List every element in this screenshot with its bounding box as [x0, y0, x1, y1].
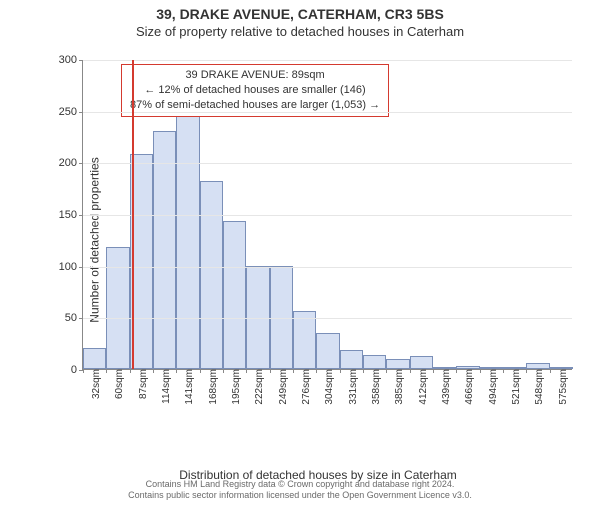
- gridline-h: [83, 112, 572, 113]
- xtick-mark: [246, 369, 247, 373]
- gridline-h: [83, 60, 572, 61]
- xtick-mark: [83, 369, 84, 373]
- plot-area: 39 DRAKE AVENUE: 89sqm ← 12% of detached…: [82, 60, 572, 370]
- xtick-mark: [293, 369, 294, 373]
- xtick-mark: [200, 369, 201, 373]
- bar: [386, 359, 409, 369]
- footer: Contains HM Land Registry data © Crown c…: [0, 479, 600, 502]
- ytick-label: 250: [59, 106, 83, 118]
- xtick-label: 276sqm: [297, 369, 312, 405]
- xtick-mark: [153, 369, 154, 373]
- annotation-line3: 87% of semi-detached houses are larger (…: [130, 98, 380, 113]
- gridline-h: [83, 267, 572, 268]
- bar: [246, 266, 269, 369]
- bar: [363, 355, 386, 369]
- xtick-label: 385sqm: [390, 369, 405, 405]
- ytick-label: 200: [59, 157, 83, 169]
- xtick-mark: [176, 369, 177, 373]
- page-title: 39, DRAKE AVENUE, CATERHAM, CR3 5BS: [0, 6, 600, 22]
- annotation-box: 39 DRAKE AVENUE: 89sqm ← 12% of detached…: [121, 64, 389, 117]
- gridline-h: [83, 318, 572, 319]
- bar: [106, 247, 129, 369]
- xtick-mark: [223, 369, 224, 373]
- xtick-mark: [550, 369, 551, 373]
- xtick-mark: [270, 369, 271, 373]
- xtick-label: 358sqm: [367, 369, 382, 405]
- bar: [293, 311, 316, 369]
- xtick-label: 60sqm: [110, 369, 125, 399]
- xtick-mark: [106, 369, 107, 373]
- marker-line: [132, 60, 134, 369]
- xtick-mark: [526, 369, 527, 373]
- xtick-label: 494sqm: [484, 369, 499, 405]
- page-subtitle: Size of property relative to detached ho…: [0, 24, 600, 39]
- xtick-label: 521sqm: [507, 369, 522, 405]
- ytick-label: 50: [65, 312, 83, 324]
- bar: [316, 333, 339, 369]
- bar: [410, 356, 433, 369]
- xtick-mark: [410, 369, 411, 373]
- bar: [83, 348, 106, 369]
- xtick-label: 304sqm: [320, 369, 335, 405]
- xtick-label: 439sqm: [437, 369, 452, 405]
- histogram-chart: Number of detached properties 39 DRAKE A…: [58, 54, 578, 426]
- bar: [340, 350, 363, 369]
- ytick-label: 300: [59, 54, 83, 66]
- xtick-mark: [386, 369, 387, 373]
- xtick-label: 575sqm: [554, 369, 569, 405]
- ytick-label: 100: [59, 261, 83, 273]
- bar: [270, 266, 293, 369]
- xtick-label: 32sqm: [87, 369, 102, 399]
- bar: [223, 221, 246, 369]
- annotation-line1: 39 DRAKE AVENUE: 89sqm: [130, 68, 380, 83]
- xtick-label: 222sqm: [250, 369, 265, 405]
- xtick-label: 412sqm: [414, 369, 429, 405]
- xtick-label: 141sqm: [180, 369, 195, 405]
- xtick-mark: [130, 369, 131, 373]
- xtick-label: 331sqm: [344, 369, 359, 405]
- bar: [176, 113, 199, 369]
- bar: [200, 181, 223, 369]
- xtick-mark: [316, 369, 317, 373]
- ytick-label: 0: [71, 364, 83, 376]
- xtick-mark: [456, 369, 457, 373]
- xtick-label: 168sqm: [204, 369, 219, 405]
- xtick-mark: [480, 369, 481, 373]
- footer-line1: Contains HM Land Registry data © Crown c…: [0, 479, 600, 491]
- xtick-mark: [503, 369, 504, 373]
- xtick-mark: [340, 369, 341, 373]
- xtick-label: 114sqm: [157, 369, 172, 404]
- annotation-line2: ← 12% of detached houses are smaller (14…: [130, 83, 380, 98]
- xtick-mark: [363, 369, 364, 373]
- ytick-label: 150: [59, 209, 83, 221]
- xtick-label: 548sqm: [530, 369, 545, 405]
- bar: [153, 131, 176, 369]
- footer-line2: Contains public sector information licen…: [0, 490, 600, 502]
- xtick-label: 195sqm: [227, 369, 242, 405]
- xtick-label: 249sqm: [274, 369, 289, 405]
- xtick-mark: [433, 369, 434, 373]
- gridline-h: [83, 163, 572, 164]
- xtick-label: 87sqm: [134, 369, 149, 399]
- gridline-h: [83, 215, 572, 216]
- xtick-label: 466sqm: [460, 369, 475, 405]
